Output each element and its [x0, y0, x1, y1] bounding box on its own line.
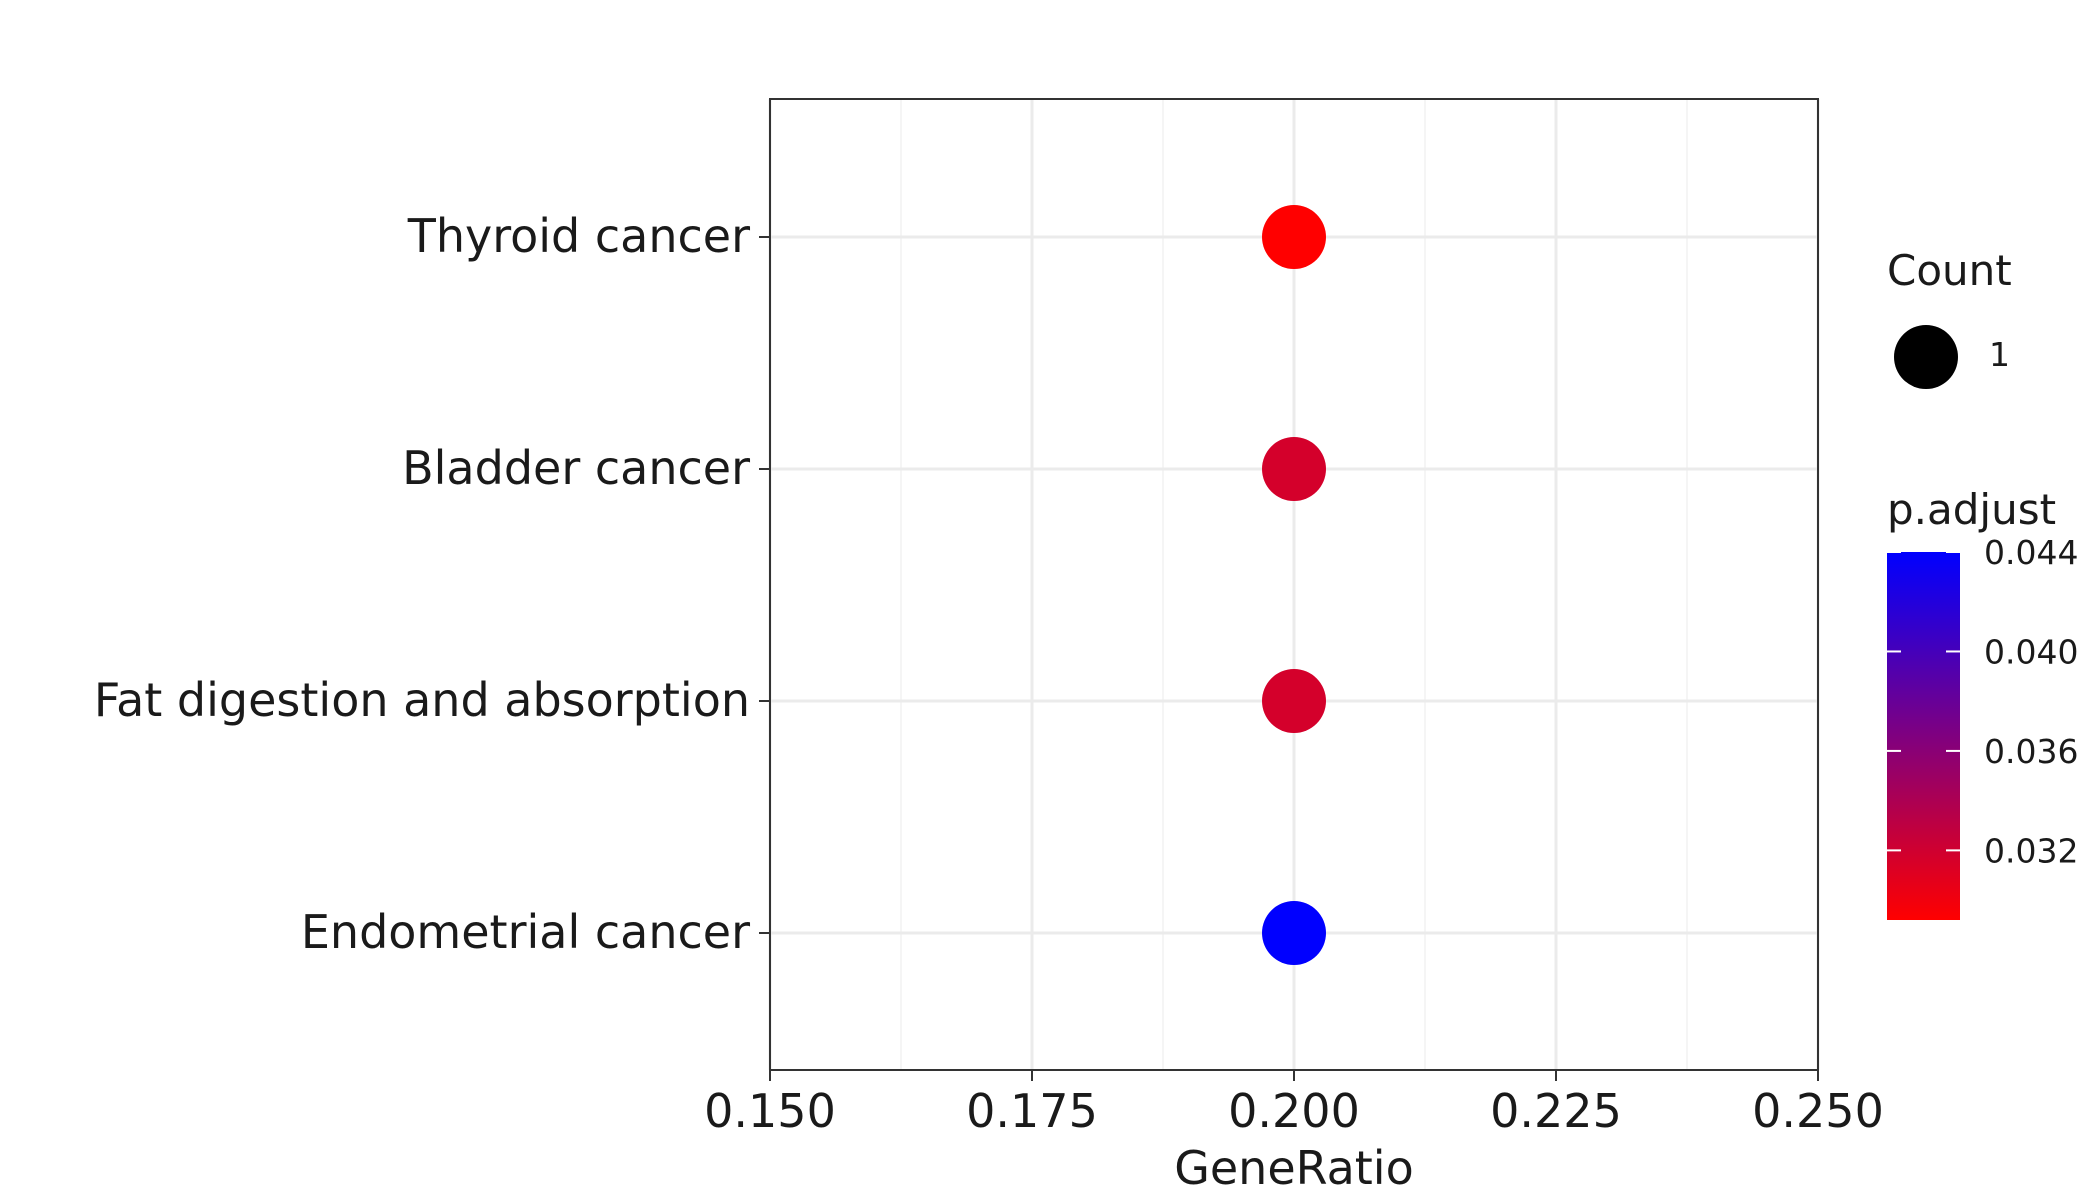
- count-legend-label: 1: [1989, 335, 2010, 374]
- padjust-colorbar: [1887, 552, 1960, 920]
- x-tick-label: 0.200: [1228, 1084, 1360, 1138]
- data-points: [1262, 205, 1326, 965]
- colorbar-tick-label: 0.032: [1984, 831, 2078, 870]
- data-point: [1262, 205, 1326, 269]
- x-axis: 0.150 0.175 0.200 0.225 0.250: [704, 1070, 1884, 1138]
- data-point: [1262, 901, 1326, 965]
- data-point: [1262, 669, 1326, 733]
- count-legend-title: Count: [1887, 246, 2012, 295]
- colorbar-tick-label: 0.036: [1984, 732, 2078, 771]
- colorbar-tick-label: 0.040: [1984, 632, 2078, 671]
- data-point: [1262, 437, 1326, 501]
- y-tick-label: Thyroid cancer: [407, 209, 750, 263]
- x-axis-title: GeneRatio: [1174, 1141, 1414, 1195]
- colorbar-ticks: 0.044 0.040 0.036 0.032: [1887, 533, 2078, 870]
- x-tick-label: 0.175: [966, 1084, 1098, 1138]
- x-tick-label: 0.250: [1752, 1084, 1884, 1138]
- x-tick-label: 0.150: [704, 1084, 836, 1138]
- count-legend-key: [1894, 325, 1958, 389]
- y-tick-label: Bladder cancer: [402, 441, 750, 495]
- y-axis: Thyroid cancer Bladder cancer Fat digestio…: [94, 209, 770, 959]
- padjust-legend: p.adjust 0.044 0.040 0.036 0.032: [1887, 485, 2078, 920]
- count-legend: Count 1: [1887, 246, 2012, 389]
- padjust-legend-title: p.adjust: [1887, 485, 2056, 534]
- colorbar-tick-label: 0.044: [1984, 533, 2078, 572]
- y-tick-label: Endometrial cancer: [301, 905, 750, 959]
- y-tick-label: Fat digestion and absorption: [94, 673, 750, 727]
- x-tick-label: 0.225: [1490, 1084, 1622, 1138]
